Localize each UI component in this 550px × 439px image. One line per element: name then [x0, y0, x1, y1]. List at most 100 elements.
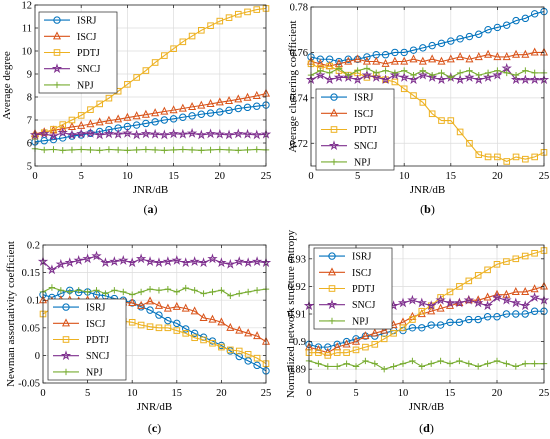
data-point-PDTJ: [225, 14, 233, 21]
data-point-PDTJ: [182, 330, 190, 337]
data-point-PDTJ: [531, 153, 538, 161]
x-tick-label: 15: [446, 171, 457, 182]
data-point-NPJ: [173, 288, 180, 296]
data-point-ISCJ: [151, 108, 160, 117]
data-point-ISRJ: [503, 21, 511, 29]
data-point-ISRJ: [512, 310, 520, 318]
data-point-NPJ: [512, 363, 519, 370]
legend-marker-ISRJ: [328, 252, 336, 260]
legend-label: ISRJ: [354, 93, 374, 104]
data-point-NPJ: [161, 147, 168, 154]
data-point-PDTJ: [522, 155, 529, 163]
data-point-NPJ: [418, 363, 425, 370]
panel-1: 0 5 10 15 20 25 0.72 0.74 0.76 0.78 JNR/dB Average …: [287, 3, 549, 217]
legend-label: NPJ: [86, 367, 103, 378]
legend-marker-SNCJ: [60, 350, 72, 361]
data-point-ISRJ: [530, 10, 539, 18]
data-point-NPJ: [428, 360, 435, 367]
data-point-ISCJ: [146, 296, 155, 305]
legend-label: NPJ: [354, 157, 371, 168]
data-point-PDTJ: [391, 78, 399, 86]
data-point-NPJ: [437, 357, 444, 365]
y-tick-label: 0.89: [288, 365, 306, 376]
data-point-PDTJ: [324, 352, 332, 359]
data-point-NPJ: [66, 288, 73, 296]
data-point-ISCJ: [512, 49, 521, 58]
data-point-PDTJ: [216, 17, 224, 25]
data-point-NPJ: [475, 363, 482, 370]
y-tick-label: 10: [22, 47, 33, 58]
data-point-ISCJ: [530, 284, 539, 293]
data-point-ISCJ: [390, 56, 399, 65]
data-point-PDTJ: [503, 158, 511, 165]
data-point-ISRJ: [456, 35, 464, 43]
data-point-ISRJ: [142, 119, 150, 128]
data-point-ISRJ: [216, 108, 224, 116]
y-tick-label: 11: [22, 24, 32, 35]
data-point-ISCJ: [511, 287, 520, 296]
data-point-ISCJ: [342, 339, 351, 348]
legend-label: SNCJ: [352, 300, 375, 311]
data-point-ISCJ: [351, 336, 361, 345]
data-point-PDTJ: [493, 261, 501, 268]
data-point-SNCJ: [198, 257, 209, 268]
series-SNCJ: [305, 62, 550, 85]
data-point-PDTJ: [399, 324, 407, 332]
data-point-ISCJ: [502, 52, 511, 61]
data-point-NPJ: [244, 146, 251, 154]
data-point-ISCJ: [86, 119, 95, 128]
data-point-ISRJ: [493, 23, 502, 32]
data-point-PDTJ: [400, 85, 408, 93]
data-point-PDTJ: [207, 22, 214, 29]
data-point-SNCJ: [492, 69, 503, 80]
data-point-NPJ: [151, 146, 159, 154]
panel-2: 0 5 10 15 20 25-0.0500.050.10.150.2JNR/dBNewm…: [5, 241, 271, 436]
data-point-PDTJ: [227, 346, 234, 354]
data-point-NPJ: [399, 360, 407, 367]
data-point-SNCJ: [149, 128, 161, 139]
data-point-NPJ: [200, 290, 207, 297]
data-point-ISRJ: [243, 103, 252, 112]
data-point-NPJ: [225, 146, 233, 154]
legend-marker-ISCJ: [327, 267, 337, 276]
data-point-ISRJ: [253, 102, 261, 110]
data-point-NPJ: [209, 288, 216, 296]
data-point-NPJ: [428, 71, 436, 79]
data-point-PDTJ: [253, 6, 261, 13]
data-point-ISRJ: [188, 112, 196, 120]
y-tick-label: 0.1: [27, 296, 40, 307]
data-point-SNCJ: [529, 74, 540, 85]
data-point-NPJ: [216, 146, 223, 153]
data-point-NPJ: [352, 363, 360, 370]
data-point-ISCJ: [197, 100, 206, 109]
legend: ISRJ ISCJ PDTJ SNCJ NPJ: [315, 88, 395, 171]
data-point-ISCJ: [381, 58, 390, 67]
legend-label: NPJ: [77, 80, 94, 91]
data-point-PDTJ: [326, 62, 333, 70]
data-point-PDTJ: [352, 346, 360, 354]
data-point-SNCJ: [389, 69, 401, 80]
data-point-ISRJ: [164, 316, 172, 325]
data-point-SNCJ: [66, 129, 78, 140]
legend-label: SNCJ: [354, 141, 377, 152]
legend: ISRJ ISCJ PDTJ SNCJ NPJ: [313, 247, 393, 330]
x-tick-label: 15: [168, 171, 179, 182]
data-point-PDTJ: [234, 10, 242, 18]
data-point-PDTJ: [484, 266, 491, 274]
data-point-ISCJ: [128, 298, 137, 307]
data-point-NPJ: [531, 360, 538, 367]
y-tick-label: 0.72: [290, 139, 308, 150]
data-point-PDTJ: [146, 323, 154, 330]
y-tick-label: -0.05: [18, 379, 40, 390]
data-point-ISCJ: [169, 105, 178, 114]
data-point-NPJ: [363, 65, 371, 72]
data-point-SNCJ: [46, 264, 58, 275]
data-point-ISCJ: [530, 47, 539, 56]
legend-marker-ISRJ: [53, 16, 61, 24]
data-point-PDTJ: [343, 349, 350, 356]
data-point-ISRJ: [151, 118, 159, 126]
data-point-SNCJ: [233, 128, 244, 139]
x-tick-label: 10: [127, 388, 138, 399]
data-point-ISCJ: [95, 117, 104, 126]
